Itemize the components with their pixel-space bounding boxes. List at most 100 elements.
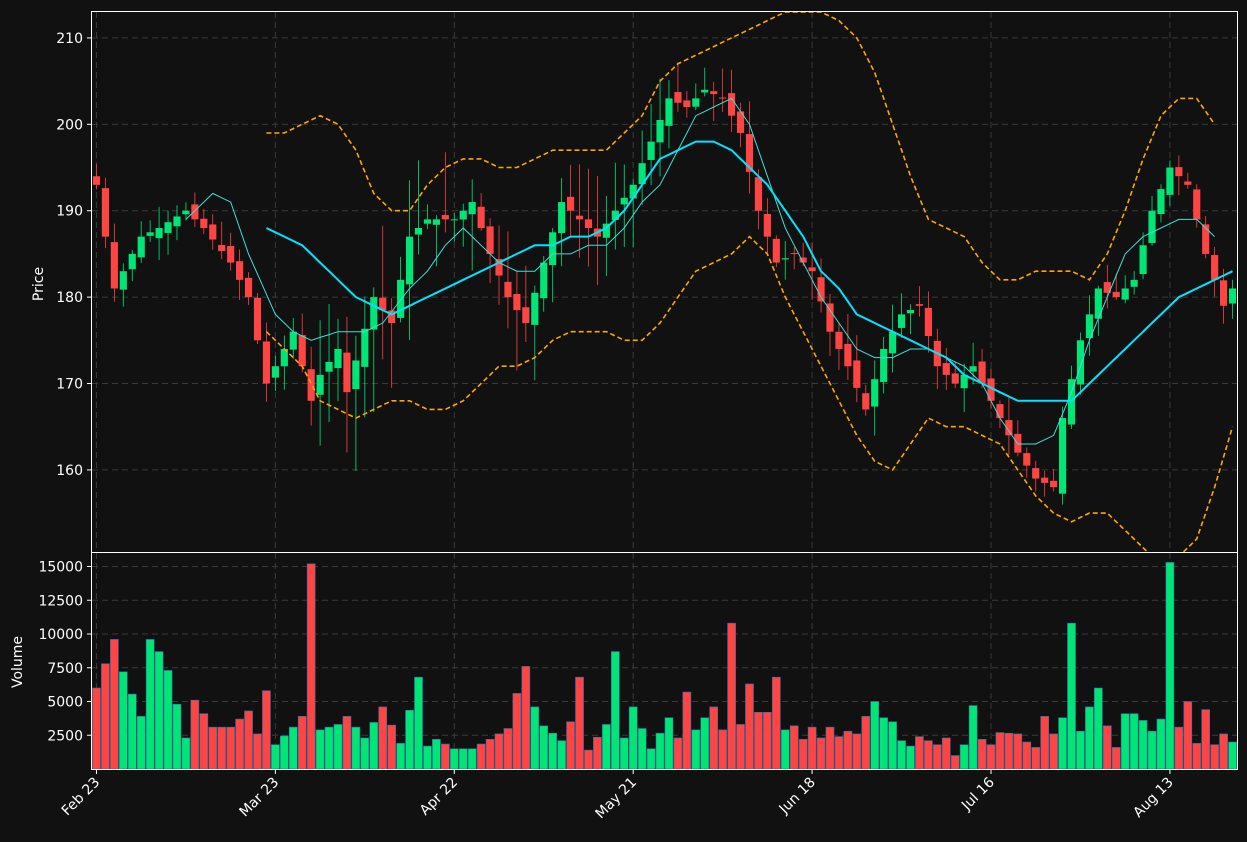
candle-body (334, 348, 342, 369)
volume-bar (959, 744, 969, 770)
volume-bar (655, 732, 665, 770)
volume-bar (682, 691, 692, 770)
volume-bar (530, 706, 540, 770)
volume-bar (127, 693, 137, 770)
candle-body (996, 404, 1004, 419)
volume-bar (1058, 717, 1067, 770)
indicator-lines (185, 12, 1234, 552)
volume-bar (458, 748, 468, 770)
volume-bar (512, 693, 522, 770)
volume-bar (396, 743, 405, 770)
volume-bar (825, 726, 835, 770)
volume-bar (1040, 716, 1050, 770)
volume-bar (351, 726, 361, 770)
candle-body (889, 331, 897, 354)
volume-bar (539, 725, 549, 770)
candle-body (897, 314, 906, 328)
volume-bar (172, 703, 182, 770)
candle-body (1202, 224, 1210, 254)
candle-body (540, 262, 548, 299)
candle-body (736, 111, 745, 133)
x-tick-label: Mar 23 (236, 775, 282, 821)
candle-body (871, 379, 879, 407)
candle-body (289, 331, 297, 350)
x-tick-label: Apr 22 (417, 775, 461, 819)
candle-body (853, 360, 861, 388)
candle-body (799, 257, 807, 263)
volume-bar (754, 711, 763, 770)
volume-bar (941, 737, 951, 770)
candle-body (692, 98, 700, 107)
volume-bar (181, 737, 191, 770)
candle-body (1157, 189, 1165, 215)
candle-body (754, 177, 763, 211)
volume-bar (1174, 726, 1184, 770)
volume-bar (557, 740, 566, 770)
volume-bar (485, 738, 495, 770)
x-tick-label: Feb 23 (59, 775, 104, 820)
candle-body (763, 213, 771, 237)
volume-bar (494, 733, 504, 770)
volume-bar (342, 716, 352, 770)
volume-bar (897, 740, 906, 770)
candle-body (164, 222, 172, 233)
candle-body (808, 267, 816, 272)
volume-bar (101, 663, 110, 770)
candle-body (468, 202, 476, 215)
volume-bar (521, 666, 531, 770)
x-tick-label: May 21 (592, 775, 640, 823)
volume-bar (244, 710, 253, 770)
candle-body (549, 232, 557, 266)
volume-panel-frame (91, 552, 1238, 770)
candle-body (629, 184, 637, 199)
candle-body (137, 236, 145, 258)
volume-bar (593, 736, 602, 770)
volume-bar (226, 726, 235, 770)
candle-body (92, 176, 101, 185)
candle-body (432, 219, 440, 225)
volume-bar (1219, 733, 1228, 770)
volume-bar (977, 738, 987, 770)
candle-body (504, 281, 512, 298)
x-tick-label: Jun 18 (776, 775, 819, 818)
volume-bar (208, 726, 218, 770)
candle-body (835, 331, 843, 349)
volume-bar (745, 683, 754, 770)
candle-body (602, 223, 610, 238)
candle-body (495, 258, 503, 276)
candle-body (325, 361, 333, 372)
volume-bar (986, 744, 996, 770)
candle-body (218, 244, 226, 252)
volume-bar (548, 732, 558, 770)
candle-body (262, 341, 271, 384)
price-tick-label: 160 (56, 463, 83, 479)
volume-bar (163, 670, 173, 770)
candle-body (880, 348, 888, 383)
candle-body (477, 206, 485, 228)
volume-bar (700, 717, 710, 770)
volume-bar (190, 699, 200, 770)
price-axis-label: Price (31, 267, 47, 301)
volume-bar (1111, 747, 1121, 770)
volume-bar (1228, 741, 1237, 770)
volume-bar (995, 732, 1005, 770)
candle-body (647, 141, 655, 160)
candle-body (459, 210, 467, 220)
volume-bar (136, 716, 146, 770)
volume-bar (414, 676, 423, 770)
candle-body (575, 215, 584, 220)
volume-bar (610, 651, 620, 770)
volume-bar (968, 705, 978, 770)
candle-body (397, 279, 405, 318)
volume-bar (503, 728, 513, 770)
candle-body (110, 242, 118, 289)
candle-body (683, 100, 691, 108)
candle-body (951, 373, 959, 384)
volume-bar (852, 733, 862, 770)
price-tick-label: 190 (56, 204, 83, 220)
candle-body (1032, 468, 1040, 479)
candle-body (191, 204, 199, 220)
candle-body (674, 92, 682, 103)
volume-bar (1076, 730, 1085, 770)
volume-bar (118, 671, 128, 770)
